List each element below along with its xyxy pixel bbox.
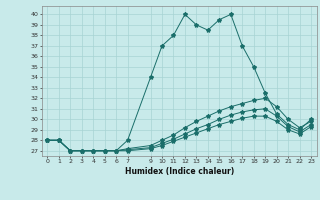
- X-axis label: Humidex (Indice chaleur): Humidex (Indice chaleur): [124, 167, 234, 176]
